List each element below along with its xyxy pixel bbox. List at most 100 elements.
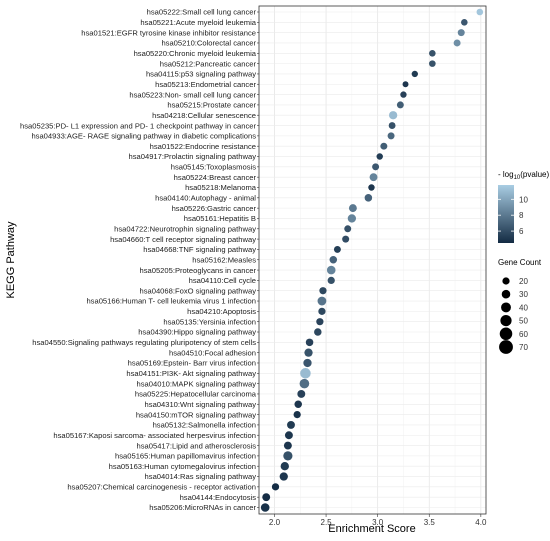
data-point [294,400,302,409]
x-tick-label: 2.0 [269,518,281,527]
y-tick-label: hsa05223:Non- small cell lung cancer [129,90,256,99]
y-tick-label: hsa05220:Chronic myeloid leukemia [134,49,257,58]
y-tick-label: hsa05206:MicroRNAs in cancer [149,503,256,512]
data-point [318,307,326,315]
size-legend-label: 40 [519,303,528,312]
size-legend: Gene Count 20 30 40 50 60 70 [498,258,542,354]
x-tick-labels: 2.0 2.5 3.0 3.5 4.0 [269,514,487,527]
y-tick-label: hsa05235:PD- L1 expression and PD- 1 che… [20,121,256,130]
y-tick-label: hsa04933:AGE- RAGE signaling pathway in … [31,132,256,141]
y-tick-label: hsa04115:p53 signaling pathway [146,70,256,79]
y-tick-label: hsa04218:Cellular senescence [152,111,256,120]
color-bar-tick-label: 8 [519,211,524,220]
size-legend-dot [500,315,512,327]
y-tick-label: hsa04144:Endocytosis [180,493,257,502]
data-point [368,184,375,191]
data-point [287,420,295,429]
y-tick-label: hsa04510:Focal adhesion [169,348,256,357]
y-tick-label: hsa04010:MAPK signaling pathway [137,379,257,388]
data-point [429,50,436,57]
y-tick-labels: hsa05222:Small cell lung cancerhsa05221:… [20,8,259,512]
data-point [262,493,271,502]
color-bar-tick-label: 6 [519,227,524,236]
y-tick-label: hsa05162:Measles [192,255,256,264]
color-legend-title: - log10(pvalue) [498,170,549,181]
y-tick-label: hsa05417:Lipid and atherosclerosis [137,441,257,450]
data-point [457,29,465,37]
data-point [319,287,327,295]
y-tick-label: hsa05167:Kaposi sarcoma- associated herp… [53,431,256,440]
size-legend-dot [501,302,511,313]
y-tick-label: hsa05145:Toxoplasmosis [171,163,256,172]
y-axis-title: KEGG Pathway [5,221,17,299]
y-tick-label: hsa04550:Signaling pathways regulating p… [32,338,256,347]
size-legend-dot [499,327,513,341]
color-bar [498,185,514,243]
y-tick-label: hsa01521:EGFR tyrosine kinase inhibitor … [81,28,256,37]
data-point [376,153,383,160]
y-tick-label: hsa04390:Hippo signaling pathway [138,328,256,337]
data-point [284,431,293,440]
y-tick-label: hsa05132:Salmonella infection [153,421,256,430]
y-tick-label: hsa05205:Proteoglycans in cancer [139,266,256,275]
y-tick-label: hsa05226:Gastric cancer [172,204,257,213]
y-tick-label: hsa05218:Melanoma [185,183,257,192]
data-point [453,39,461,47]
data-point [271,483,280,491]
x-axis-title: Enrichment Score [328,523,415,535]
gridlines [259,6,486,514]
data-point [364,194,373,202]
size-legend-label: 60 [519,330,528,339]
y-tick-label: hsa05225:Hepatocellular carcinoma [135,390,257,399]
data-point [344,225,352,233]
y-tick-label: hsa04110:Cell cycle [189,276,256,285]
x-tick-label: 2.5 [321,518,333,527]
x-tick-label: 3.0 [372,518,384,527]
y-tick-label: hsa05161:Hepatitis B [184,214,256,223]
y-tick-label: hsa05210:Colorectal cancer [161,39,256,48]
y-tick-label: hsa01522:Endocrine resistance [150,142,256,151]
data-point [342,235,350,243]
y-tick-label: hsa05166:Human T- cell leukemia virus 1 … [86,297,256,306]
y-tick-label: hsa04140:Autophagy - animal [155,194,256,203]
y-tick-label: hsa05163:Human cytomegalovirus infection [109,462,256,471]
data-point [400,91,407,98]
data-point [411,70,418,78]
data-point [300,368,311,379]
y-tick-label: hsa04210:Apoptosis [187,307,256,316]
y-tick-label: hsa04151:PI3K- Akt signaling pathway [126,369,256,378]
y-tick-label: hsa05213:Endometrial cancer [155,80,256,89]
data-points [260,8,484,512]
data-point [283,441,292,450]
size-legend-dot [502,277,510,285]
data-point [297,389,306,398]
data-point [333,245,341,253]
y-tick-label: hsa05165:Human papillomavirus infection [115,452,256,461]
size-legend-label: 30 [519,290,528,299]
y-tick-label: hsa05222:Small cell lung cancer [147,8,257,17]
data-point [316,318,324,326]
size-legend-dot [501,289,511,299]
size-legend-label: 20 [519,277,528,286]
data-point [260,503,270,512]
data-point [347,214,357,223]
data-point [461,19,468,26]
size-legend-dot [499,340,513,354]
data-point [327,276,335,285]
y-tick-label: hsa04660:T cell receptor signaling pathw… [110,235,256,244]
data-point [387,132,395,140]
data-point [293,410,301,419]
size-legend-label: 50 [519,317,528,326]
color-bar-ticks: 10 8 6 [498,195,528,236]
data-point [280,462,289,471]
size-legend-entries: 20 30 40 50 60 70 [499,277,528,354]
data-point [299,378,310,389]
data-point [476,8,484,16]
y-tick-label: hsa04150:mTOR signaling pathway [136,410,256,419]
color-legend: - log10(pvalue) 10 8 6 [498,170,549,243]
size-legend-title: Gene Count [498,258,542,267]
data-point [369,173,378,182]
y-tick-label: hsa05169:Epstein- Barr virus infection [128,359,256,368]
